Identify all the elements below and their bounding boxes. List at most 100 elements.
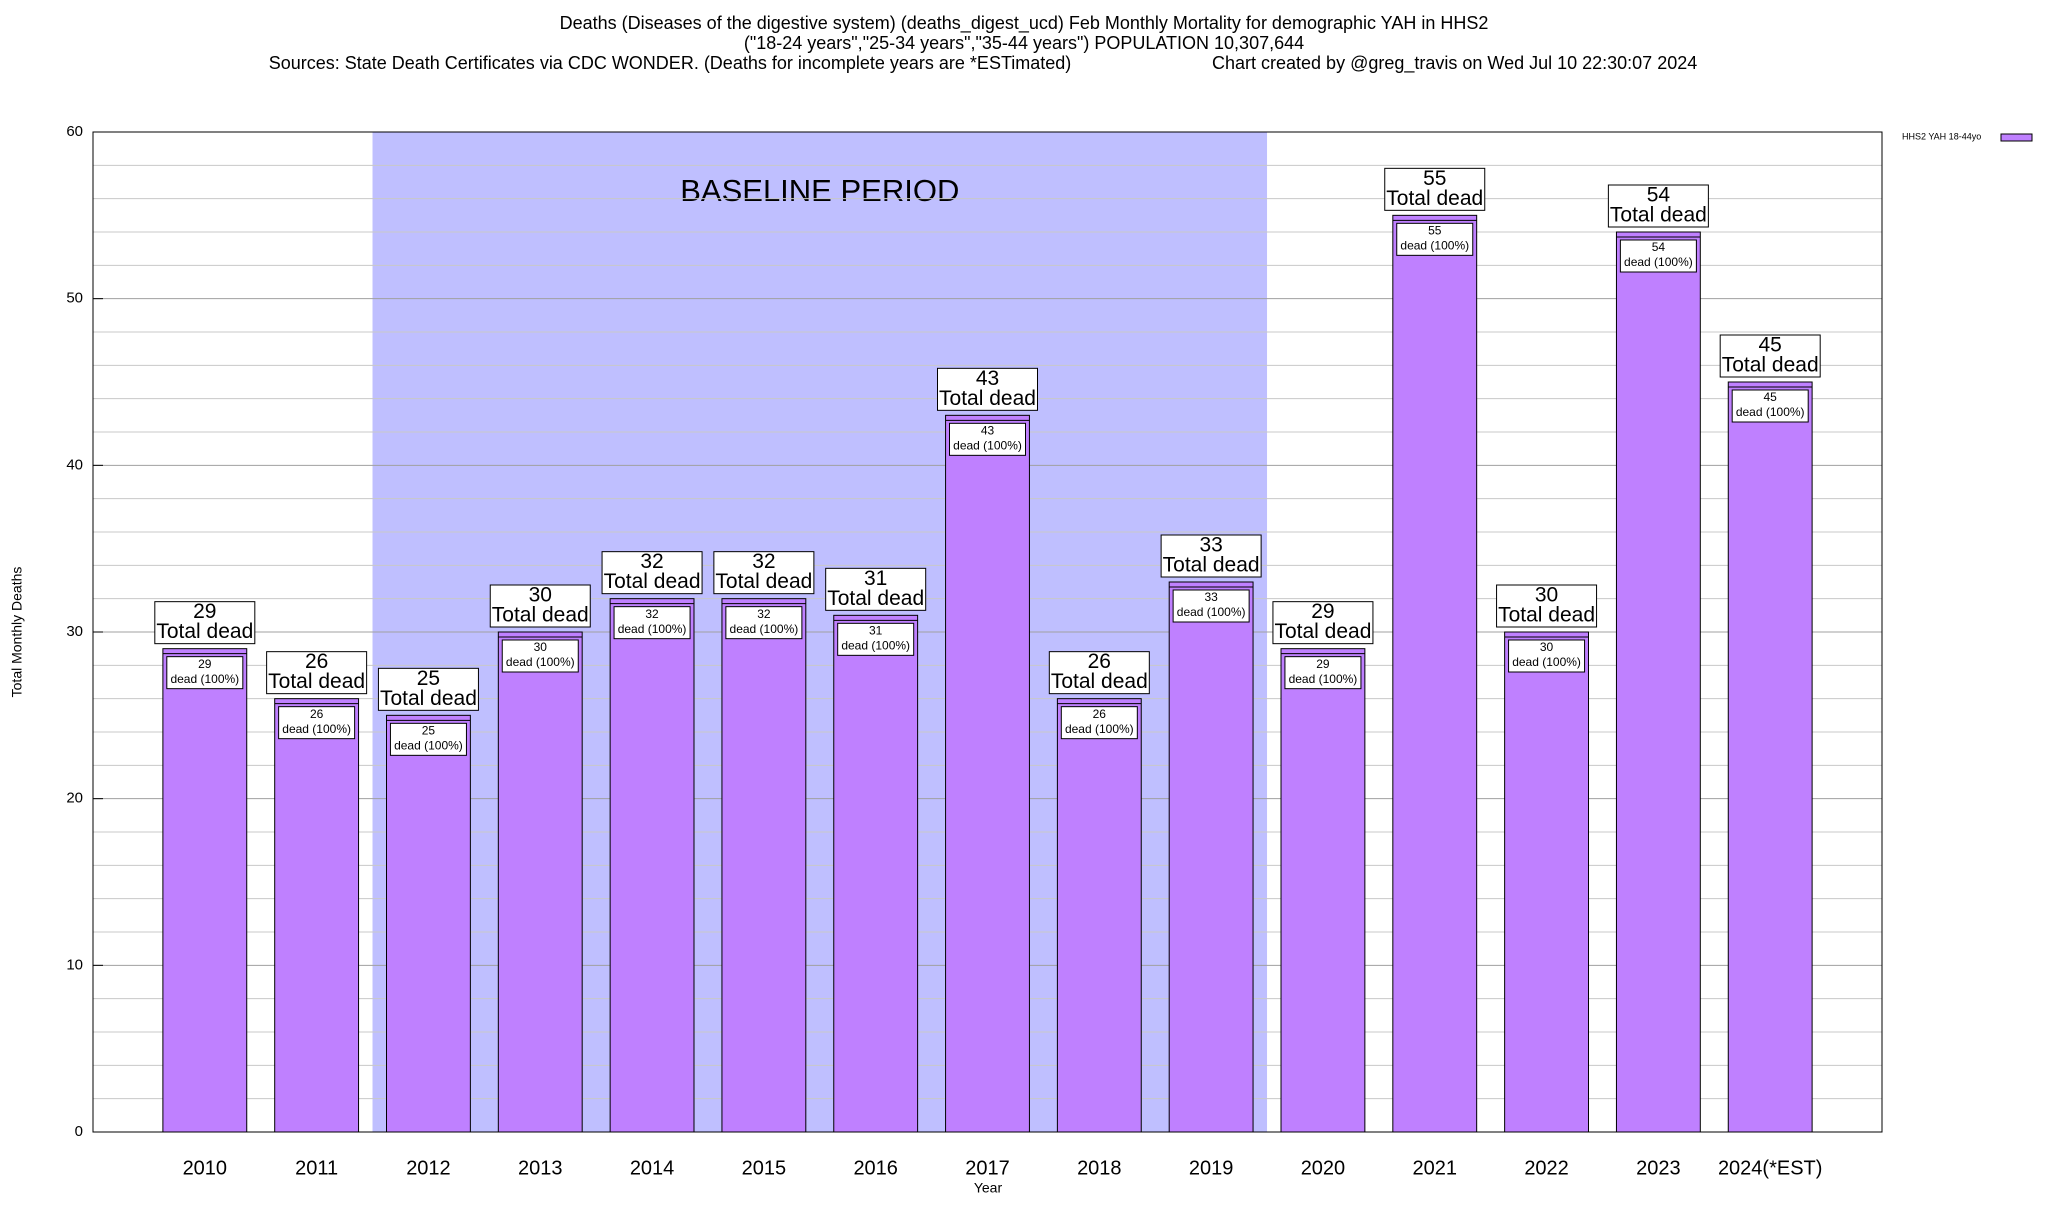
x-tick-label: 2016: [853, 1157, 898, 1179]
total-label-box: [1272, 601, 1374, 645]
segment-label-box: [166, 656, 244, 690]
total-label-box: [713, 551, 815, 595]
segment-value-label: 30: [1540, 640, 1554, 654]
segment-label-box: [389, 722, 467, 756]
total-label-box: [377, 667, 479, 711]
x-axis-label: Year: [974, 1180, 1003, 1196]
baseline-annotation: BASELINE PERIOD: [680, 173, 959, 208]
bar: [721, 598, 807, 1133]
segment-value-label: 45: [1764, 390, 1778, 404]
segment-label-box: [278, 706, 356, 740]
total-label: Total dead: [715, 570, 812, 593]
total-label-box: [937, 367, 1038, 411]
bar: [945, 414, 1030, 1133]
y-tick-label: 60: [66, 123, 83, 140]
total-label: Total dead: [827, 587, 924, 610]
total-label: Total dead: [1163, 554, 1260, 577]
y-tick-label: 10: [66, 956, 83, 973]
segment-label: dead (100%): [730, 622, 799, 636]
total-label: Total dead: [939, 387, 1036, 410]
total-value-label: 29: [193, 600, 216, 623]
segment-label-box: [613, 606, 691, 640]
y-tick-label: 30: [66, 623, 83, 640]
segment-value-label: 30: [534, 640, 548, 654]
total-label-box: [489, 584, 591, 628]
sources: Sources: State Death Certificates via CD…: [269, 53, 1072, 73]
segment-label: dead (100%): [1512, 655, 1581, 669]
bar: [1392, 214, 1478, 1133]
x-tick-label: 2010: [183, 1157, 228, 1179]
x-tick-label: 2021: [1413, 1157, 1458, 1179]
segment-label: dead (100%): [1177, 605, 1246, 619]
total-value-label: 32: [752, 550, 775, 573]
chart-subtitle: ("18-24 years","25-34 years","35-44 year…: [744, 33, 1304, 53]
segment-label-box: [837, 622, 915, 656]
total-value-label: 25: [417, 667, 440, 690]
x-tick-label: 2020: [1301, 1157, 1346, 1179]
bar: [1727, 381, 1813, 1133]
legend-swatch: [2000, 133, 2033, 142]
total-label: Total dead: [492, 604, 589, 627]
total-label: Total dead: [1610, 204, 1707, 227]
segment-label-box: [501, 639, 579, 673]
bar: [1168, 581, 1254, 1133]
x-tick-label: 2019: [1189, 1157, 1234, 1179]
total-value-label: 43: [976, 367, 999, 390]
total-label-box: [1160, 534, 1262, 578]
segment-label: dead (100%): [1289, 672, 1358, 686]
segment-label-box: [1284, 656, 1362, 690]
segment-label: dead (100%): [1065, 722, 1134, 736]
total-label: Total dead: [268, 670, 365, 693]
segment-value-label: 29: [1316, 657, 1330, 671]
total-value-label: 26: [1088, 650, 1111, 673]
y-tick-label: 50: [66, 290, 83, 307]
total-label-box: [1607, 184, 1709, 228]
credit: Chart created by @greg_travis on Wed Jul…: [1212, 53, 1697, 74]
y-tick-label: 40: [66, 456, 83, 473]
x-tick-label: 2013: [518, 1157, 563, 1179]
segment-label: dead (100%): [394, 739, 463, 753]
total-value-label: 33: [1199, 534, 1222, 557]
total-value-label: 31: [864, 567, 887, 590]
segment-value-label: 31: [869, 624, 883, 638]
segment-label: dead (100%): [282, 722, 351, 736]
bar: [1280, 648, 1366, 1133]
x-tick-label: 2024(*EST): [1718, 1157, 1823, 1179]
segment-label-box: [725, 606, 803, 640]
chart-title: Deaths (Diseases of the digestive system…: [560, 13, 1489, 34]
total-label-box: [154, 601, 256, 645]
segment-label: dead (100%): [1624, 255, 1693, 269]
segment-value-label: 32: [757, 607, 771, 621]
total-label-box: [1384, 167, 1486, 211]
segment-label-box: [949, 422, 1026, 456]
bar: [1504, 631, 1589, 1133]
total-label: Total dead: [1274, 620, 1371, 643]
bar: [162, 648, 248, 1133]
total-label-box: [1048, 651, 1150, 695]
total-value-label: 29: [1311, 600, 1334, 623]
segment-value-label: 26: [310, 707, 324, 721]
segment-label: dead (100%): [170, 672, 239, 686]
total-label-box: [266, 651, 368, 695]
segment-value-label: 55: [1428, 224, 1442, 238]
segment-label-box: [1060, 706, 1138, 740]
total-label-box: [825, 567, 927, 611]
segment-label: dead (100%): [1400, 239, 1469, 253]
bar: [1056, 698, 1142, 1133]
legend-label: HHS2 YAH 18-44yo: [1902, 131, 1981, 141]
segment-value-label: 26: [1093, 707, 1107, 721]
x-tick-label: 2018: [1077, 1157, 1122, 1179]
total-label: Total dead: [156, 620, 253, 643]
y-tick-label: 0: [75, 1123, 83, 1140]
bar: [497, 631, 583, 1133]
x-tick-label: 2022: [1524, 1157, 1569, 1179]
bar: [1615, 231, 1701, 1133]
y-axis-label: Total Monthly Deaths: [9, 567, 25, 698]
x-tick-label: 2014: [630, 1157, 675, 1179]
total-label: Total dead: [1051, 670, 1148, 693]
total-label: Total dead: [380, 687, 477, 710]
segment-label-box: [1508, 639, 1586, 673]
segment-label-box: [1172, 589, 1250, 623]
x-tick-label: 2012: [406, 1157, 451, 1179]
